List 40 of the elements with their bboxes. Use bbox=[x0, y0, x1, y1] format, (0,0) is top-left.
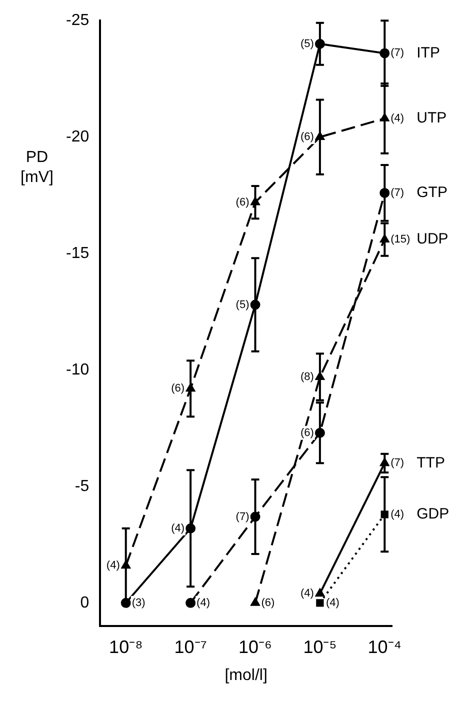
annotation: (5) bbox=[236, 298, 250, 311]
x-tick-label: 10⁻⁶ bbox=[238, 636, 272, 657]
annotation: (6) bbox=[300, 131, 314, 144]
annotation: (4) bbox=[390, 508, 404, 520]
annotation: (4) bbox=[106, 560, 120, 572]
x-tick-label: 10⁻⁴ bbox=[368, 636, 402, 657]
y-tick-label: -5 bbox=[74, 478, 90, 495]
series-label: GDP bbox=[416, 506, 450, 523]
x-tick-label: 10⁻⁸ bbox=[109, 636, 143, 657]
annotation: (7) bbox=[236, 510, 250, 523]
annotation: (6) bbox=[300, 426, 314, 439]
y-axis-title: PD [mV] bbox=[20, 148, 54, 188]
y-tick-label: 0 bbox=[80, 594, 90, 612]
y-tick-label: -25 bbox=[66, 12, 90, 30]
annotation: (7) bbox=[390, 186, 404, 199]
annotation: (3) bbox=[132, 596, 146, 609]
series-label: UTP bbox=[416, 110, 447, 127]
y-tick-label: -10 bbox=[66, 361, 90, 378]
x-tick-label: 10⁻⁵ bbox=[303, 636, 337, 657]
y-tick-label: -20 bbox=[66, 128, 90, 146]
annotation: (6) bbox=[261, 596, 275, 609]
y-tick-label: -15 bbox=[66, 244, 90, 262]
annotation: (5) bbox=[300, 38, 314, 50]
annotation: (4) bbox=[326, 596, 340, 609]
x-axis-title: [mol/l] bbox=[224, 666, 268, 684]
x-tick-label: 10⁻⁷ bbox=[174, 636, 207, 657]
annotation: (7) bbox=[390, 47, 404, 60]
annotation: (6) bbox=[236, 196, 250, 208]
annotation: (4) bbox=[196, 596, 210, 609]
series-label: GTP bbox=[416, 184, 448, 202]
series-label: UDP bbox=[416, 230, 448, 248]
annotation: (4) bbox=[300, 588, 314, 600]
annotation: (4) bbox=[390, 112, 404, 124]
annotation: (7) bbox=[390, 457, 404, 470]
annotation: (4) bbox=[171, 522, 185, 534]
series-label: ITP bbox=[416, 44, 440, 62]
series-label: TTP bbox=[416, 454, 445, 472]
annotation: (6) bbox=[171, 382, 185, 395]
annotation: (15) bbox=[390, 234, 410, 246]
annotation: (8) bbox=[300, 371, 314, 384]
